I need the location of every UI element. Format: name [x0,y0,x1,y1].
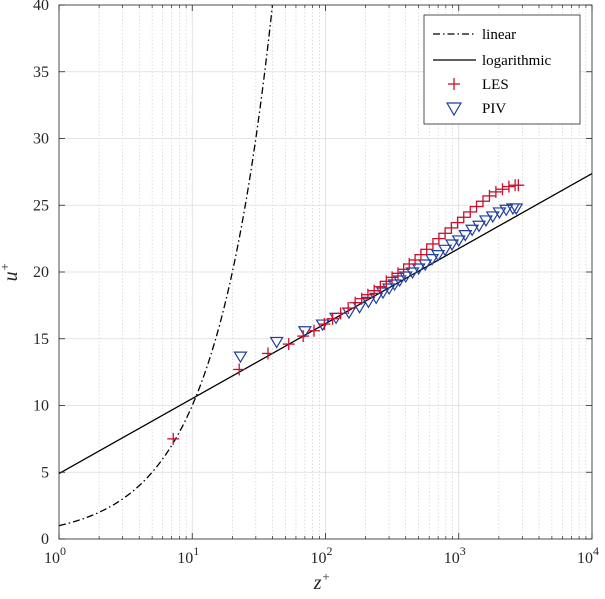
ticks-layer: 100 101 102 103 104 0 5 10 15 20 25 30 35 40 [33,0,599,567]
piv-marker [431,250,446,262]
piv-marker [233,351,248,364]
legend-label-linear: linear [482,27,516,43]
piv-marker [471,220,487,233]
piv-marker [451,235,466,248]
legend-label-piv: PIV [482,101,506,117]
piv-marker [499,204,514,217]
piv-marker [438,244,453,257]
piv-marker [382,283,397,296]
les-marker [282,338,295,351]
y-tick-label: 10 [33,398,49,415]
series-layer [59,5,592,527]
y-tick-label: 5 [41,464,49,481]
les-marker [326,312,339,325]
piv-marker [458,230,473,242]
les-marker [308,324,321,337]
y-tick-label: 25 [33,197,49,214]
les-marker [512,179,525,192]
piv-marker [387,279,402,292]
piv-marker [405,267,420,280]
les-marker [439,227,452,240]
les-marker [361,288,374,301]
piv-marker [375,287,391,300]
les-marker [420,243,433,256]
legend-swatch-piv [445,102,463,117]
les-marker [355,292,368,305]
les-marker [414,248,427,261]
piv-marker [369,292,384,305]
les-marker [318,318,331,331]
piv-marker [478,215,494,228]
les-marker [470,200,483,213]
piv-marker [418,259,433,272]
piv-marker [424,254,440,266]
x-tick-label: 103 [444,544,466,567]
legend-box [423,14,581,125]
x-tick-label: 101 [177,544,199,567]
les-marker [432,232,445,245]
les-marker [476,195,489,208]
piv-marker [392,275,407,288]
les-marker [426,237,439,250]
legend: linear logarithmic LES PIV [423,14,581,125]
les-marker [342,302,355,315]
les-marker [374,280,387,293]
x-tick-label: 102 [311,544,333,567]
les-marker [489,185,502,198]
piv-marker [444,239,460,252]
les-marker [233,363,246,376]
y-tick-label: 40 [33,0,49,14]
piv-marker [411,263,426,276]
les-marker [502,180,515,193]
piv-marker [492,207,507,220]
x-axis-label: z+ [313,569,331,594]
legend-label-les: LES [482,77,509,93]
y-tick-label: 20 [33,264,49,281]
piv-marker [509,203,524,216]
les-marker [457,211,470,224]
les-marker [451,216,464,229]
les-marker [368,284,381,297]
les-marker [261,347,274,360]
legend-swatch-les [448,78,460,90]
les-marker [349,296,362,309]
les-marker [397,263,410,276]
piv-marker [485,211,500,224]
linear-line [59,5,274,527]
les-marker [445,221,458,234]
piv-marker [315,319,330,332]
y-tick-label: 35 [33,64,49,81]
les-marker [334,307,347,320]
les-marker [464,205,477,218]
les-marker [496,183,509,196]
les-marker [167,432,180,445]
piv-marker [297,326,312,338]
x-tick-label: 104 [577,544,599,567]
legend-label-logarithmic: logarithmic [482,53,551,69]
y-tick-label: 15 [33,331,49,348]
piv-marker [465,224,480,237]
y-tick-label: 30 [33,131,49,148]
y-axis-label: u+ [0,263,22,282]
piv-marker [398,271,413,284]
y-tick-label: 0 [41,531,49,548]
les-marker [483,189,496,202]
les-marker [409,253,422,266]
x-tick-label: 100 [44,544,66,567]
les-marker [297,330,310,343]
piv-marker [269,336,284,349]
